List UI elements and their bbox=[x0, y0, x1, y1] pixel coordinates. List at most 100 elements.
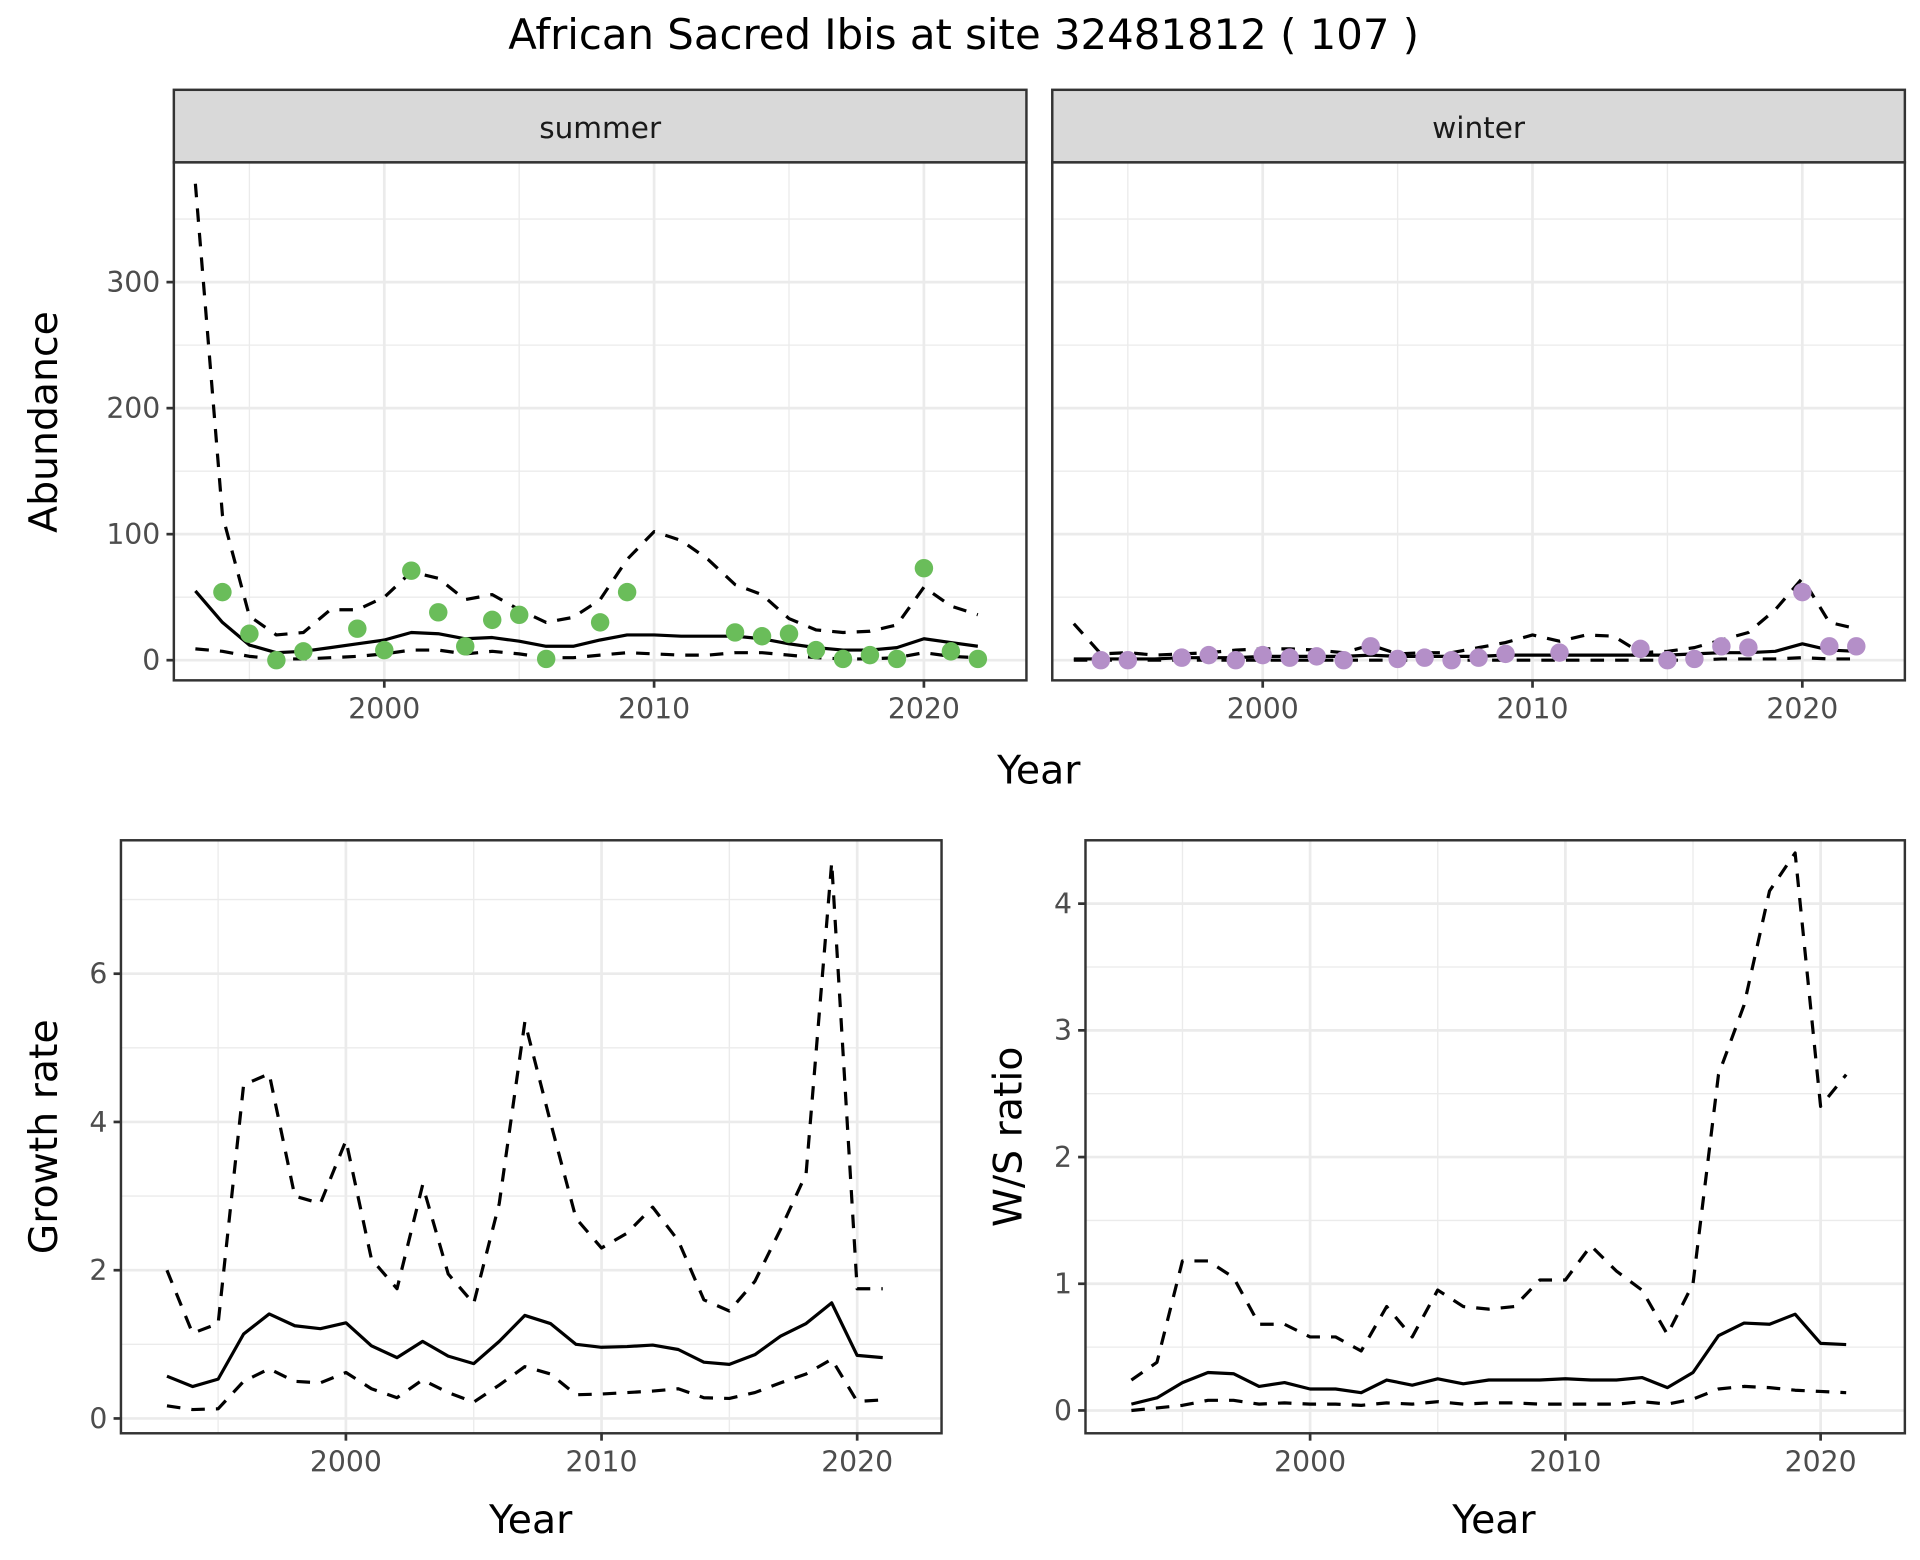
observed-point bbox=[779, 624, 799, 643]
y-tick-label: 0 bbox=[1054, 1394, 1072, 1427]
series-line-mean bbox=[1130, 1312, 1847, 1406]
strip-label-winter: winter bbox=[1432, 111, 1526, 145]
observed-point bbox=[1712, 637, 1731, 656]
observed-point bbox=[887, 649, 907, 669]
x-tick-label: 2020 bbox=[1766, 692, 1838, 725]
observed-point bbox=[1739, 638, 1758, 657]
observed-point bbox=[590, 613, 610, 632]
observed-point bbox=[348, 619, 367, 638]
x-tick-label: 2020 bbox=[821, 1445, 893, 1478]
panel-border bbox=[1051, 161, 1907, 682]
y-tick-label: 0 bbox=[142, 644, 160, 677]
observed-point bbox=[1820, 637, 1839, 656]
panel-border bbox=[1084, 839, 1907, 1435]
x-tick-label: 2000 bbox=[310, 1445, 382, 1478]
y-axis-title-growth: Growth rate bbox=[21, 1019, 67, 1254]
panel-abundance-summer: 2000 2010 2020 0 100 200 300 bbox=[106, 161, 1028, 725]
y-axis-title-abundance: Abundance bbox=[21, 311, 67, 533]
observed-point bbox=[941, 642, 961, 661]
observed-point bbox=[1172, 648, 1192, 667]
series-line-upper bbox=[193, 183, 979, 637]
observed-point bbox=[1793, 582, 1812, 602]
series-line-lower bbox=[1131, 1384, 1847, 1413]
x-axis-title-top: Year bbox=[996, 748, 1081, 794]
series-line-lower bbox=[166, 1357, 883, 1412]
y-tick-label: 3 bbox=[1054, 1014, 1072, 1047]
panel-background bbox=[173, 162, 1027, 681]
x-tick-label: 2000 bbox=[1227, 692, 1299, 725]
chart-title: African Sacred Ibis at site 32481812 ( 1… bbox=[508, 10, 1419, 59]
series-line-mean bbox=[194, 589, 979, 655]
observed-point bbox=[294, 642, 313, 661]
x-tick-label: 2010 bbox=[618, 692, 690, 725]
observed-point bbox=[402, 561, 421, 580]
y-tick-label: 6 bbox=[89, 958, 107, 991]
observed-point bbox=[1334, 650, 1353, 670]
observed-point bbox=[1118, 650, 1138, 670]
x-tick-label: 2000 bbox=[1274, 1445, 1346, 1478]
y-tick-label: 4 bbox=[1054, 887, 1072, 920]
observed-point bbox=[1199, 645, 1218, 665]
observed-point bbox=[1442, 650, 1461, 670]
observed-point bbox=[1658, 650, 1677, 670]
observed-point bbox=[914, 558, 934, 578]
strip-label-summer: summer bbox=[539, 111, 662, 145]
series-line-mean bbox=[166, 1301, 883, 1389]
observed-point bbox=[267, 650, 286, 670]
y-tick-label: 4 bbox=[89, 1106, 107, 1139]
observed-point bbox=[1469, 648, 1488, 667]
y-tick-label: 0 bbox=[89, 1402, 107, 1435]
observed-point bbox=[1550, 643, 1569, 662]
observed-point bbox=[1280, 648, 1299, 667]
series-line-upper bbox=[1130, 851, 1848, 1382]
y-tick-label: 300 bbox=[106, 266, 160, 299]
observed-point bbox=[1631, 639, 1650, 659]
panel-ws-ratio: 2000 2010 2020 0 1 2 3 4 bbox=[1054, 839, 1907, 1478]
observed-point bbox=[456, 637, 475, 656]
observed-point bbox=[509, 605, 529, 625]
observed-point bbox=[1091, 650, 1111, 670]
observed-point bbox=[240, 624, 259, 643]
observed-point bbox=[617, 582, 637, 602]
observed-point bbox=[429, 603, 448, 622]
y-tick-label: 200 bbox=[106, 392, 160, 425]
y-tick-label: 100 bbox=[106, 518, 160, 551]
y-tick-label: 2 bbox=[89, 1254, 107, 1287]
y-tick-label: 1 bbox=[1054, 1268, 1072, 1301]
series-line-upper bbox=[165, 860, 883, 1335]
x-tick-label: 2010 bbox=[566, 1445, 638, 1478]
panel-background bbox=[120, 840, 942, 1434]
y-tick-label: 2 bbox=[1054, 1141, 1072, 1174]
x-tick-label: 2000 bbox=[348, 692, 420, 725]
panel-border bbox=[172, 161, 1028, 682]
x-axis-title-growth: Year bbox=[488, 1497, 573, 1543]
observed-point bbox=[1307, 647, 1326, 666]
y-axis-title-ratio: W/S ratio bbox=[986, 1047, 1032, 1227]
observed-point bbox=[482, 610, 502, 630]
observed-point bbox=[375, 640, 394, 660]
x-tick-label: 2020 bbox=[1785, 1445, 1857, 1478]
series-line-lower bbox=[195, 647, 978, 661]
observed-point bbox=[725, 623, 745, 642]
x-tick-label: 2010 bbox=[1497, 692, 1569, 725]
x-tick-label: 2010 bbox=[1529, 1445, 1601, 1478]
observed-point bbox=[860, 645, 880, 665]
observed-point bbox=[536, 649, 556, 669]
x-tick-label: 2020 bbox=[888, 692, 960, 725]
observed-point bbox=[833, 649, 853, 669]
observed-point bbox=[1496, 644, 1515, 664]
observed-point bbox=[1253, 645, 1272, 665]
panel-background bbox=[1052, 162, 1905, 681]
observed-point bbox=[968, 649, 988, 669]
observed-point bbox=[1226, 650, 1245, 670]
observed-point bbox=[1415, 648, 1434, 667]
observed-point bbox=[1847, 637, 1866, 656]
observed-point bbox=[752, 627, 772, 646]
panel-growth-rate: 2000 2010 2020 0 2 4 6 bbox=[89, 839, 943, 1478]
strip-summer bbox=[172, 88, 1028, 164]
panel-background bbox=[1085, 840, 1905, 1434]
observed-point bbox=[1388, 649, 1407, 669]
observed-point bbox=[213, 582, 232, 602]
observed-point bbox=[806, 640, 826, 660]
